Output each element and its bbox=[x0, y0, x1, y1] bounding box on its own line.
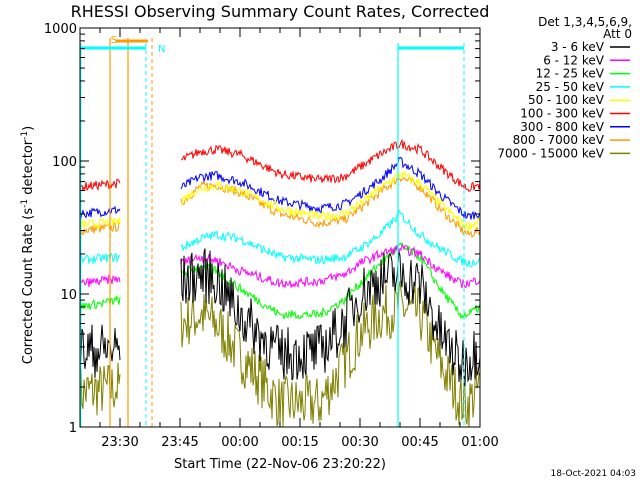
series-line-8 bbox=[79, 176, 481, 238]
data-layer bbox=[79, 138, 481, 428]
y-axis-label-mid: detector bbox=[21, 139, 36, 199]
legend-header-line-1: Det 1,3,4,5,6,9, bbox=[538, 15, 632, 29]
footer-date: 18-Oct-2021 04:03 bbox=[551, 469, 636, 479]
series-line-5 bbox=[79, 170, 481, 232]
night-label: N bbox=[158, 44, 165, 55]
y-tick-label: 10 bbox=[60, 288, 77, 303]
legend-label-4: 25 - 50 keV bbox=[536, 80, 605, 94]
series-line-2 bbox=[79, 243, 481, 290]
y-axis-label-sup2: -1 bbox=[20, 131, 30, 140]
x-tick-label: 23:45 bbox=[161, 435, 198, 450]
legend-label-8: 800 - 7000 keV bbox=[513, 133, 605, 147]
x-tick-label: 01:00 bbox=[461, 435, 498, 450]
x-tick-label: 23:30 bbox=[101, 435, 138, 450]
legend-label-2: 6 - 12 keV bbox=[543, 53, 605, 67]
svg-text:Corrected Count Rate (s-1 dete: Corrected Count Rate (s-1 detector-1) bbox=[20, 126, 36, 364]
x-tick-label: 00:00 bbox=[221, 435, 258, 450]
x-tick-label: 00:30 bbox=[341, 435, 378, 450]
legend-header-line-2: Att 0 bbox=[603, 27, 632, 41]
y-tick-label: 1 bbox=[69, 421, 77, 436]
legend-label-7: 300 - 800 keV bbox=[520, 120, 604, 134]
series-line-1 bbox=[79, 248, 481, 387]
y-axis-label-end: ) bbox=[21, 126, 36, 131]
y-tick-label: 100 bbox=[52, 155, 77, 170]
axis-ticks: 1 10 100 1000 23:30 23:45 00:00 00:15 00:30 00:45… bbox=[44, 22, 499, 450]
series-line-9 bbox=[79, 281, 481, 428]
marker-layer: SN bbox=[80, 35, 465, 427]
series-line-7 bbox=[79, 156, 481, 220]
x-axis-label: Start Time (22-Nov-06 23:20:22) bbox=[174, 457, 386, 472]
chart-title: RHESSI Observing Summary Count Rates, Co… bbox=[71, 2, 490, 21]
y-axis-label-sup1: -1 bbox=[20, 199, 30, 208]
y-tick-label: 1000 bbox=[44, 22, 77, 37]
saa-label: S bbox=[111, 35, 117, 46]
legend-label-9: 7000 - 15000 keV bbox=[497, 146, 604, 160]
legend-label-5: 50 - 100 keV bbox=[528, 93, 605, 107]
x-tick-label: 00:15 bbox=[281, 435, 318, 450]
legend-label-6: 100 - 300 keV bbox=[520, 107, 604, 121]
series-line-6 bbox=[79, 138, 481, 193]
y-axis-label: Corrected Count Rate (s-1 detector-1) bbox=[20, 126, 36, 364]
legend-label-3: 12 - 25 keV bbox=[536, 67, 605, 81]
x-tick-label: 00:45 bbox=[401, 435, 438, 450]
legend-label-1: 3 - 6 keV bbox=[551, 40, 605, 54]
series-line-4 bbox=[79, 208, 481, 268]
y-axis-label-main: Corrected Count Rate (s bbox=[21, 208, 36, 365]
